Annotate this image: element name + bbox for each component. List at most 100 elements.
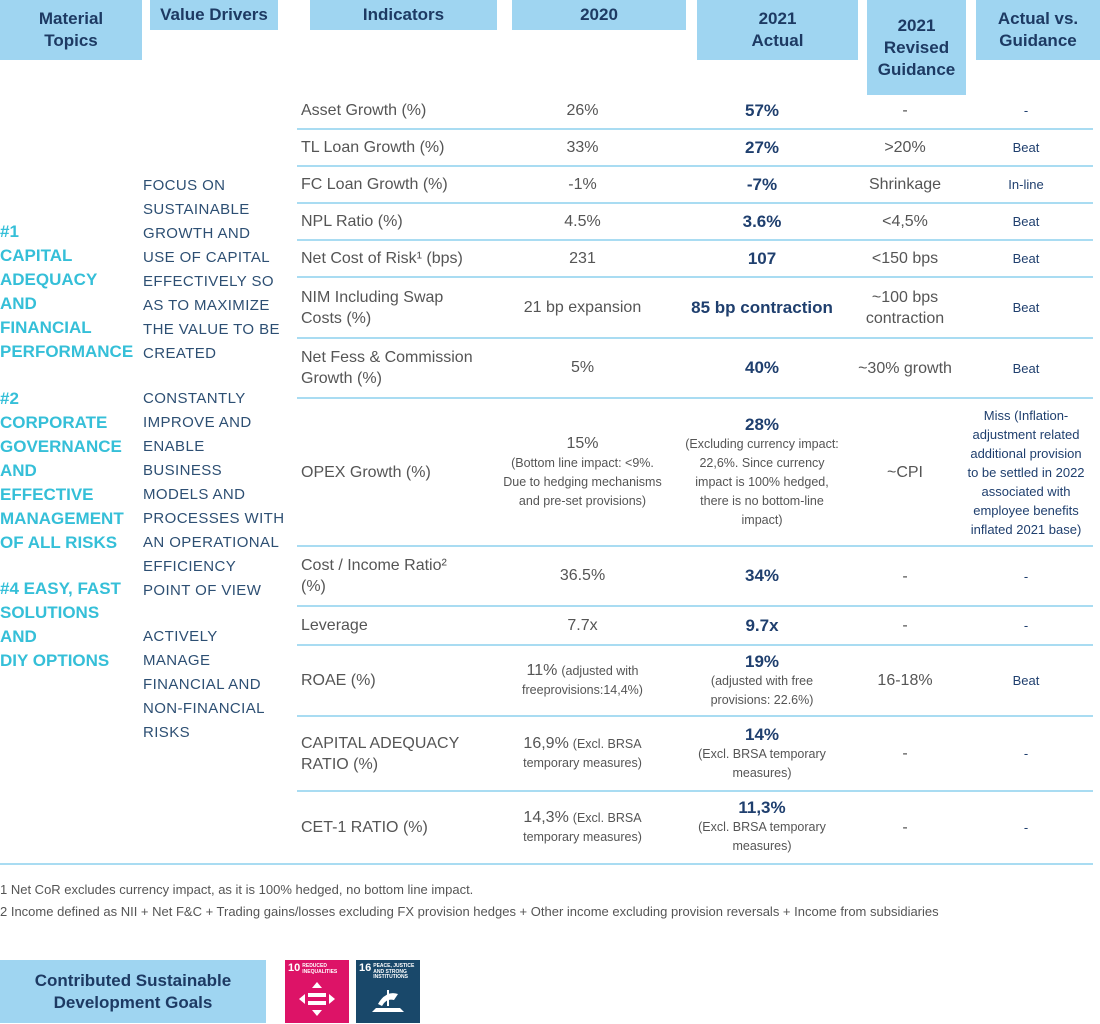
indicator-line: FC Loan Growth (%) [301,176,448,193]
value-line: -7% [747,175,777,195]
header-cell: Value Drivers [150,0,278,30]
indicator-line: Net Cost of Risk¹ (bps) [301,250,463,267]
indicator-line: CET-1 RATIO (%) [301,818,428,836]
value-note: measures) [732,765,792,780]
value-main: -7% [746,174,778,194]
topic-line: OF ALL RISKS [0,533,118,552]
value-line: 34% [745,566,779,586]
material-topic: #4 EASY, FAST SOLUTIONS AND DIY OPTIONS [0,577,121,673]
driver-line: FOCUS ON [143,177,226,194]
value-y2021: 19% (adjusted with free provisions: 22.6%) [672,645,852,716]
guidance-line: contraction [865,309,945,327]
indicator: Net Cost of Risk¹ (bps) [301,240,511,277]
guidance-line: 16-18% [877,672,933,689]
topic-line: PERFORMANCE [0,342,134,361]
actual-vs-guidance: - [962,92,1090,129]
vs-line: - [1023,746,1029,761]
guidance: - [850,716,960,791]
row-separator [297,128,1093,130]
guidance-line: - [902,745,908,762]
vs-line: to be settled in 2022 [967,464,1085,480]
guidance: ~30% growth [850,338,960,398]
guidance: <150 bps [850,240,960,277]
indicator-line: ROAE (%) [301,672,376,689]
value-note: and pre-set provisions) [518,493,647,508]
value-main: 7.7x [567,616,598,634]
driver-line: EFFECTIVELY SO [143,273,274,290]
value-line: 33% [566,138,598,158]
value-y2021: 11,3% (Excl. BRSA temporary measures) [672,791,852,863]
value-y2021: 3.6% [672,203,852,240]
value-line: 26% [566,101,598,121]
value-note: (Excl. BRSA [572,810,642,825]
value-note: (adjusted with free [710,673,814,688]
driver-line: CREATED [143,345,217,362]
actual-vs-guidance: - [962,546,1090,606]
sdg-label: 16 PEACE, JUSTICE AND STRONG INSTITUTIONS [359,963,414,981]
value-note: impact is 100% hedged, [695,474,829,489]
header-text: Topics [44,31,98,50]
vs-line: Beat [1012,140,1040,155]
value-y2020: 33% [500,129,665,166]
value-line: 28% [745,415,779,435]
topic-line: MANAGEMENT [0,509,124,528]
indicator-line: Cost / Income Ratio² [301,557,447,574]
header-cell: Indicators [310,0,497,30]
driver-line: ACTIVELY [143,628,218,645]
actual-vs-guidance: Beat [962,129,1090,166]
guidance-line: >20% [884,139,926,156]
value-line: 7.7x [567,616,597,636]
value-main: 85 bp contraction [691,297,833,317]
value-line: 16,9% (Excl. BRSA [523,734,641,754]
indicator: Leverage [301,606,511,645]
guidance: - [850,546,960,606]
value-line: 231 [569,249,596,269]
indicator-line: CAPITAL ADEQUACY [301,734,460,752]
topic-line: #1 [0,222,19,241]
sdg-label: 10 REDUCED INEQUALITIES [288,963,337,975]
sdg-name: REDUCED INEQUALITIES [302,963,337,975]
value-main: 3.6% [742,211,782,231]
vs-line: Beat [1012,251,1040,266]
header-text: Revised [883,37,950,57]
driver-line: USE OF CAPITAL [143,249,271,266]
guidance: ~100 bps contraction [850,277,960,338]
value-note: provisions: 22.6%) [710,692,814,707]
row-separator [297,202,1093,204]
value-main: 28% [744,414,780,434]
topic-line: FINANCIAL [0,318,92,337]
driver-line: PROCESSES WITH [143,510,285,527]
sdg-title-box: Contributed Sustainable Development Goals [0,960,266,1023]
value-y2021: 57% [672,92,852,129]
value-line: 5% [571,358,594,378]
indicator-line: Asset Growth (%) [301,102,427,119]
vs-line: In-line [1008,177,1044,192]
header-text: Value Drivers [160,5,268,24]
value-line: 3.6% [743,212,782,232]
guidance: - [850,791,960,863]
driver-line: EFFICIENCY [143,558,237,575]
topic-line: SOLUTIONS [0,603,100,622]
header-cell: 2021 Actual [697,0,858,60]
header-text: Actual [751,31,804,50]
value-note: (Excl. BRSA [572,737,642,751]
row-separator [297,276,1093,278]
driver-line: SUSTAINABLE [143,201,250,218]
value-y2021: 9.7x [672,606,852,645]
actual-vs-guidance: Beat [962,203,1090,240]
value-y2021: 27% [672,129,852,166]
guidance-line: - [902,102,908,119]
indicator-line: NPL Ratio (%) [301,213,403,230]
actual-vs-guidance: Beat [962,277,1090,338]
driver-line: ENABLE [143,438,205,455]
value-main: 5% [570,359,595,376]
header-cell: 2020 [512,0,686,30]
indicator: NPL Ratio (%) [301,203,511,240]
value-main: 16,9% [523,735,569,752]
driver-line: GROWTH AND [143,225,251,242]
actual-vs-guidance: Beat [962,645,1090,716]
value-y2020: 26% [500,92,665,129]
value-main: 57% [744,100,780,120]
driver-line: AS TO MAXIMIZE [143,297,270,314]
indicator-line: OPEX Growth (%) [301,463,431,481]
